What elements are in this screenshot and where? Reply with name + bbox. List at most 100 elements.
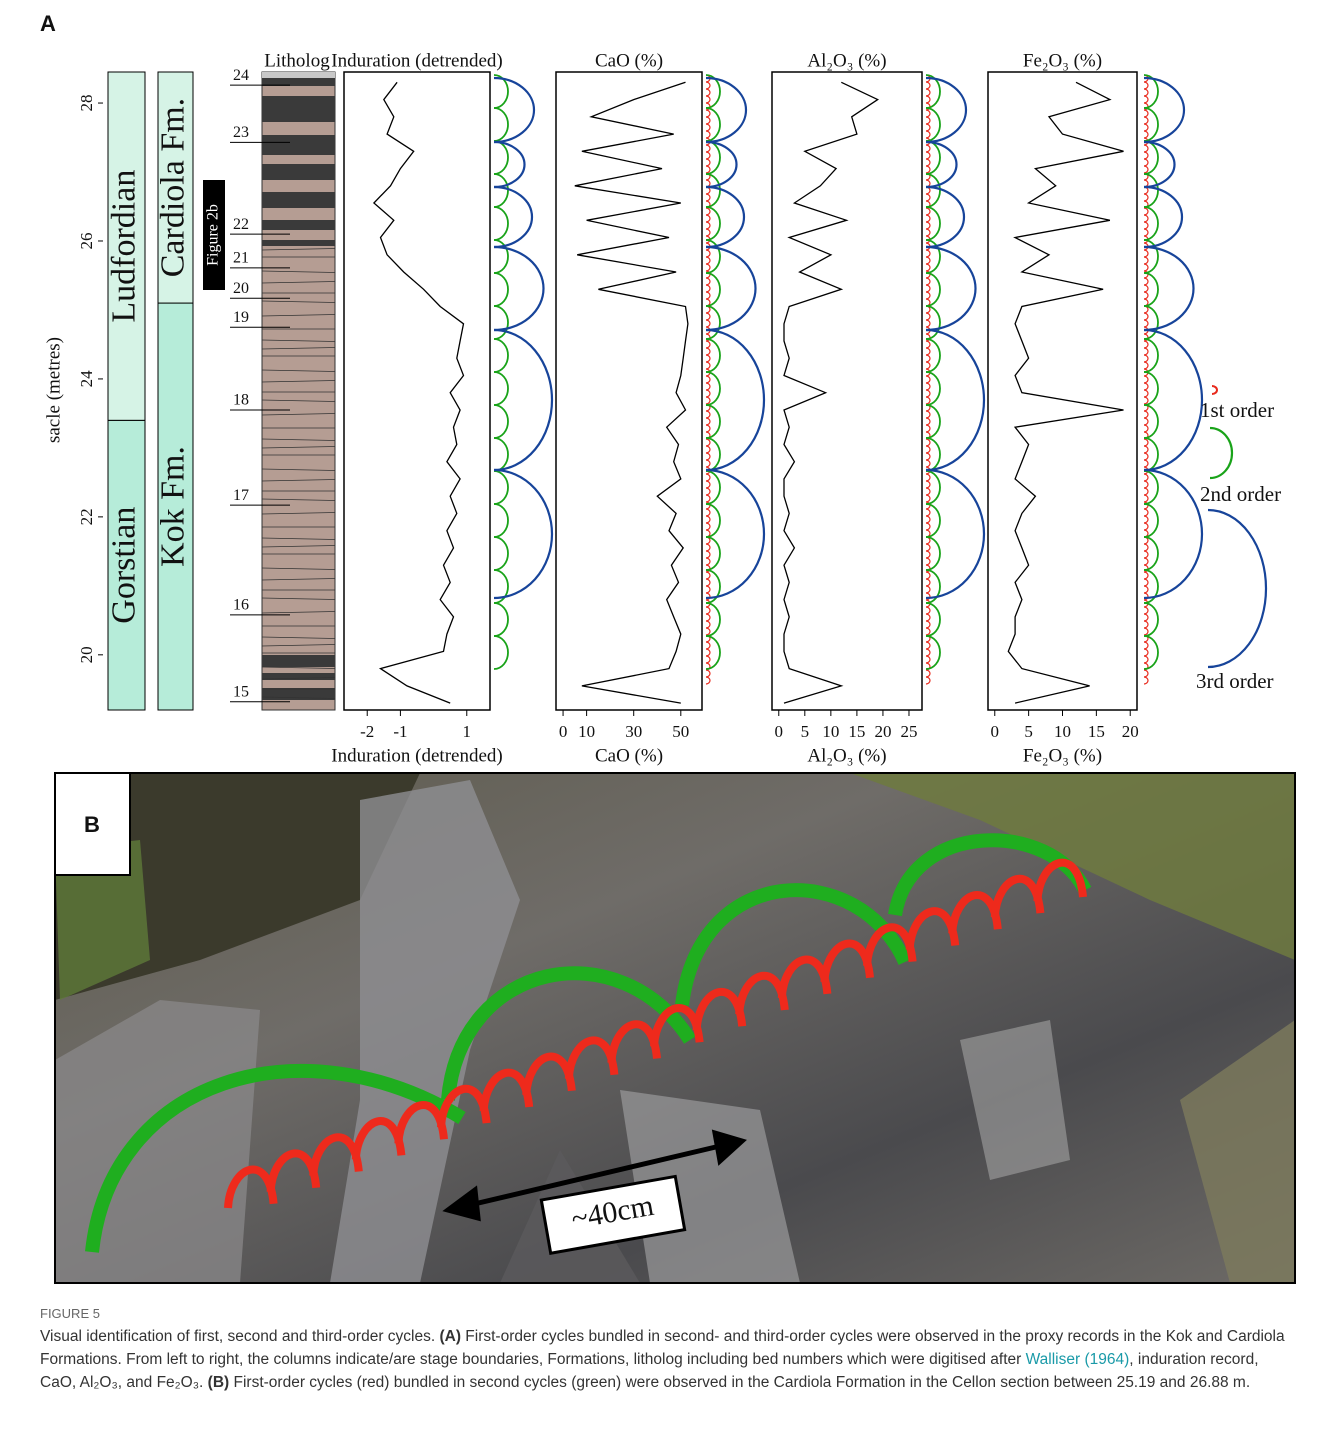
first-order-arc xyxy=(1144,656,1148,663)
first-order-arc xyxy=(926,208,930,215)
first-order-arc xyxy=(1144,166,1148,173)
panel-label: A xyxy=(40,11,56,36)
bed-number: 21 xyxy=(233,250,249,267)
first-order-arc xyxy=(1144,376,1148,383)
caption-part: First-order cycles (red) bundled in seco… xyxy=(229,1374,1250,1391)
first-order-arc xyxy=(706,208,710,215)
litholog-dark-bed xyxy=(262,192,335,208)
first-order-arc xyxy=(706,642,710,649)
first-order-arc xyxy=(706,558,710,565)
x-tick-label: 1 xyxy=(463,722,472,741)
first-order-arc xyxy=(926,621,930,628)
first-order-arc xyxy=(1144,208,1148,215)
first-order-arc xyxy=(706,439,710,446)
second-order-arc xyxy=(494,603,508,636)
first-order-arc xyxy=(1144,390,1148,397)
first-order-arc xyxy=(706,397,710,404)
first-order-arc xyxy=(706,250,710,257)
first-order-arc xyxy=(926,229,930,236)
first-order-arc xyxy=(1144,124,1148,131)
first-order-arc xyxy=(926,124,930,131)
x-tick-label: 25 xyxy=(900,722,917,741)
first-order-arc xyxy=(1144,159,1148,166)
y-tick-label: 28 xyxy=(77,95,96,112)
first-order-arc xyxy=(926,82,930,89)
first-order-arc xyxy=(706,411,710,418)
first-order-arc xyxy=(706,110,710,117)
second-order-arc xyxy=(926,636,940,669)
x-tick-label: 0 xyxy=(775,722,784,741)
first-order-arc xyxy=(706,89,710,96)
first-order-arc xyxy=(926,145,930,152)
column-label: Cardiola Fm. xyxy=(154,98,191,277)
third-order-arc xyxy=(706,247,756,330)
first-order-arc xyxy=(706,544,710,551)
first-order-arc xyxy=(926,425,930,432)
first-order-arc xyxy=(706,96,710,103)
second-order-arc xyxy=(706,636,720,669)
first-order-arc xyxy=(1144,523,1148,530)
column-label: Gorstian xyxy=(105,507,142,624)
plot-title: Al₂O₃ (%) xyxy=(807,50,886,71)
first-order-arc xyxy=(926,390,930,397)
first-order-arc xyxy=(926,558,930,565)
first-order-arc xyxy=(926,439,930,446)
first-order-arc xyxy=(1144,355,1148,362)
litholog-dark-bed xyxy=(262,240,335,246)
plot-title: CaO (%) xyxy=(595,50,663,71)
second-order-arc xyxy=(494,438,508,471)
first-order-arc xyxy=(1144,460,1148,467)
first-order-arc xyxy=(926,607,930,614)
citation-link[interactable]: Walliser (1964) xyxy=(1026,1351,1130,1368)
first-order-arc xyxy=(706,628,710,635)
first-order-arc xyxy=(926,362,930,369)
first-order-arc xyxy=(926,411,930,418)
photo: ~40cm B xyxy=(55,773,1295,1283)
first-order-arc xyxy=(926,250,930,257)
first-order-arc xyxy=(706,425,710,432)
first-order-arc xyxy=(706,264,710,271)
first-order-arc xyxy=(926,453,930,460)
litholog-dark-bed xyxy=(262,220,335,230)
first-order-arc xyxy=(1144,453,1148,460)
second-order-arc xyxy=(1144,174,1158,207)
first-order-arc xyxy=(926,586,930,593)
first-order-arc xyxy=(1144,614,1148,621)
first-order-arc xyxy=(926,152,930,159)
first-order-arc xyxy=(926,460,930,467)
plot-title: Fe₂O₃ (%) xyxy=(1023,50,1102,71)
first-order-arc xyxy=(926,572,930,579)
x-tick-label: 10 xyxy=(578,722,595,741)
first-order-arc xyxy=(926,656,930,663)
second-order-arc xyxy=(494,141,508,174)
first-order-arc xyxy=(1144,250,1148,257)
first-order-arc xyxy=(706,229,710,236)
first-order-arc xyxy=(926,495,930,502)
second-order-arc xyxy=(494,405,508,438)
first-order-arc xyxy=(706,453,710,460)
x-axis-label: CaO (%) xyxy=(595,745,663,766)
first-order-arc xyxy=(926,278,930,285)
x-tick-label: 15 xyxy=(848,722,865,741)
first-order-arc xyxy=(1144,558,1148,565)
second-order-arc xyxy=(494,372,508,405)
first-order-arc xyxy=(706,586,710,593)
column-label: Kok Fm. xyxy=(154,446,191,567)
first-order-arc xyxy=(1144,607,1148,614)
x-tick-label: 10 xyxy=(822,722,839,741)
legend-first-order xyxy=(1212,386,1217,394)
first-order-arc xyxy=(1144,110,1148,117)
first-order-arc xyxy=(926,257,930,264)
first-order-arc xyxy=(706,460,710,467)
x-tick-label: 20 xyxy=(874,722,891,741)
first-order-arc xyxy=(926,355,930,362)
bed-number: 15 xyxy=(233,683,249,700)
first-order-arc xyxy=(1144,579,1148,586)
first-order-arc xyxy=(1144,313,1148,320)
caption-part: (A) xyxy=(439,1328,461,1345)
bed-number: 23 xyxy=(233,124,249,141)
third-order-arc xyxy=(494,142,524,187)
second-order-arc xyxy=(494,339,508,372)
x-tick-label: 50 xyxy=(672,722,689,741)
first-order-arc xyxy=(926,117,930,124)
